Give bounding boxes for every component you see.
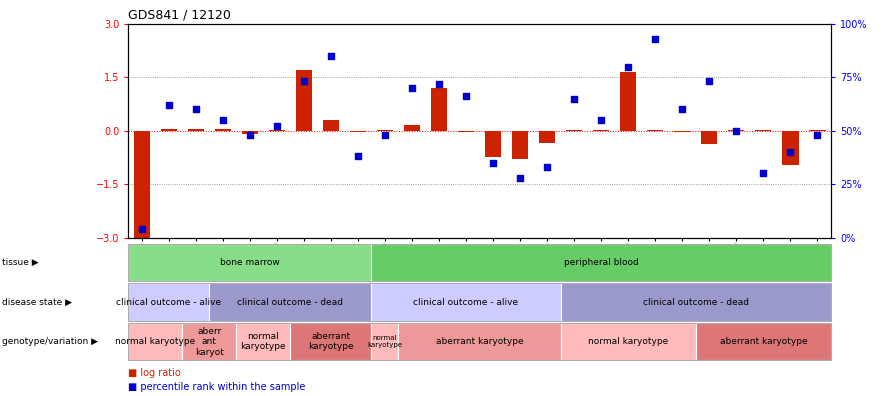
- Bar: [755, 130, 772, 131]
- Text: aberrant karyotype: aberrant karyotype: [720, 337, 807, 346]
- Point: [188, 106, 202, 112]
- Bar: [458, 131, 474, 132]
- Point: [675, 106, 690, 112]
- Point: [513, 175, 527, 181]
- Point: [594, 117, 608, 123]
- Text: aberr
ant
karyot: aberr ant karyot: [194, 327, 224, 357]
- Point: [377, 132, 392, 138]
- Bar: [701, 131, 718, 144]
- Point: [162, 102, 176, 108]
- Bar: [728, 130, 744, 131]
- Point: [540, 164, 554, 170]
- Bar: [296, 70, 312, 131]
- Bar: [593, 130, 609, 131]
- Point: [729, 128, 743, 134]
- Bar: [241, 131, 258, 134]
- Point: [243, 132, 257, 138]
- Bar: [782, 131, 798, 165]
- Bar: [674, 131, 690, 132]
- Bar: [566, 130, 583, 131]
- Bar: [512, 131, 529, 159]
- Point: [648, 36, 662, 42]
- Bar: [161, 129, 177, 131]
- Text: clinical outcome - alive: clinical outcome - alive: [116, 298, 221, 307]
- Bar: [485, 131, 501, 157]
- Text: normal
karyotype: normal karyotype: [240, 332, 286, 351]
- Text: disease state ▶: disease state ▶: [2, 298, 72, 307]
- Text: clinical outcome - alive: clinical outcome - alive: [414, 298, 519, 307]
- Point: [568, 95, 582, 102]
- Text: normal
karyotype: normal karyotype: [368, 335, 402, 348]
- Bar: [404, 125, 420, 131]
- Text: clinical outcome - dead: clinical outcome - dead: [238, 298, 343, 307]
- Bar: [187, 129, 204, 131]
- Bar: [133, 131, 149, 238]
- Point: [351, 153, 365, 160]
- Bar: [539, 131, 555, 143]
- Text: ■ log ratio: ■ log ratio: [128, 368, 181, 378]
- Point: [297, 78, 311, 85]
- Point: [757, 170, 771, 177]
- Text: normal karyotype: normal karyotype: [588, 337, 668, 346]
- Point: [459, 93, 473, 100]
- Point: [621, 63, 636, 70]
- Bar: [810, 130, 826, 131]
- Point: [270, 123, 284, 129]
- Text: ■ percentile rank within the sample: ■ percentile rank within the sample: [128, 382, 306, 392]
- Point: [216, 117, 230, 123]
- Bar: [269, 130, 285, 131]
- Bar: [377, 130, 393, 131]
- Point: [702, 78, 716, 85]
- Text: aberrant karyotype: aberrant karyotype: [436, 337, 523, 346]
- Point: [134, 226, 149, 232]
- Point: [783, 149, 797, 155]
- Text: GDS841 / 12120: GDS841 / 12120: [128, 8, 231, 21]
- Point: [486, 160, 500, 166]
- Point: [811, 132, 825, 138]
- Point: [324, 53, 338, 59]
- Point: [405, 85, 419, 91]
- Bar: [323, 120, 339, 131]
- Text: bone marrow: bone marrow: [220, 258, 279, 267]
- Text: peripheral blood: peripheral blood: [564, 258, 638, 267]
- Text: clinical outcome - dead: clinical outcome - dead: [643, 298, 749, 307]
- Text: tissue ▶: tissue ▶: [2, 258, 38, 267]
- Text: normal karyotype: normal karyotype: [115, 337, 195, 346]
- Text: aberrant
karyotype: aberrant karyotype: [309, 332, 354, 351]
- Bar: [350, 131, 366, 132]
- Point: [432, 80, 446, 87]
- Bar: [215, 129, 231, 131]
- Bar: [431, 88, 447, 131]
- Bar: [647, 130, 663, 131]
- Bar: [621, 72, 636, 131]
- Text: genotype/variation ▶: genotype/variation ▶: [2, 337, 98, 346]
